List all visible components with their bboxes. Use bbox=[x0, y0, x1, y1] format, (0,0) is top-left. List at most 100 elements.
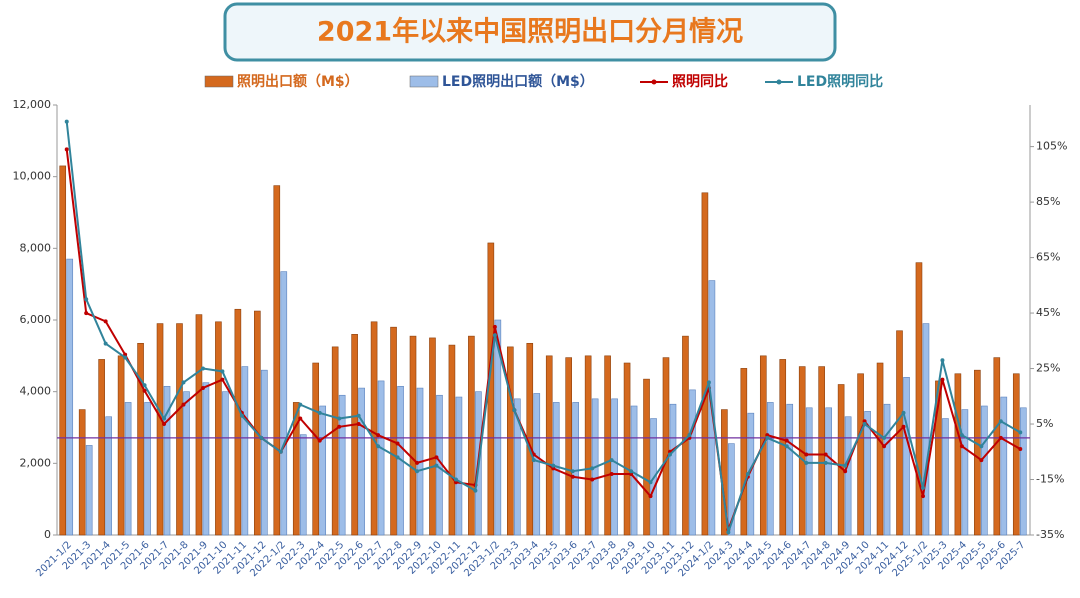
bar bbox=[623, 362, 631, 536]
line-marker bbox=[415, 469, 420, 474]
bar bbox=[662, 357, 670, 536]
bar bbox=[494, 319, 502, 536]
line-marker bbox=[453, 480, 458, 485]
line-marker bbox=[590, 477, 595, 482]
bar bbox=[507, 346, 514, 536]
bar bbox=[844, 416, 852, 536]
line-marker bbox=[609, 471, 614, 476]
line-marker bbox=[415, 460, 420, 465]
line-marker bbox=[376, 433, 381, 438]
line-marker bbox=[278, 449, 283, 454]
line-marker bbox=[629, 469, 634, 474]
bar bbox=[942, 418, 949, 536]
bar bbox=[176, 323, 183, 536]
line-marker bbox=[103, 319, 108, 324]
line-marker bbox=[784, 444, 789, 449]
bar bbox=[319, 405, 327, 536]
bar bbox=[876, 362, 884, 536]
bar bbox=[195, 314, 203, 536]
legend-swatch bbox=[651, 79, 657, 85]
bar bbox=[1000, 396, 1008, 536]
line-marker bbox=[395, 455, 400, 460]
bar bbox=[331, 346, 339, 536]
line-marker bbox=[64, 119, 69, 124]
line-marker bbox=[629, 471, 634, 476]
y2-tick-label: 65% bbox=[1036, 251, 1060, 264]
line-marker bbox=[453, 477, 458, 482]
line-marker bbox=[570, 469, 575, 474]
line-marker bbox=[298, 402, 303, 407]
line-marker bbox=[843, 469, 848, 474]
line-marker bbox=[181, 380, 186, 385]
chart-title: 2021年以来中国照明出口分月情况 bbox=[317, 16, 743, 48]
line-marker bbox=[862, 422, 867, 427]
bar bbox=[85, 445, 93, 536]
line-marker bbox=[356, 422, 361, 427]
bar bbox=[455, 396, 463, 536]
line-marker bbox=[259, 435, 264, 440]
bar bbox=[292, 402, 300, 536]
legend-swatch bbox=[776, 79, 782, 85]
bar bbox=[961, 409, 969, 536]
line-marker bbox=[551, 463, 556, 468]
line-marker bbox=[648, 494, 653, 499]
y-tick-label: 6,000 bbox=[20, 313, 52, 326]
line-marker bbox=[220, 377, 225, 382]
line-marker bbox=[1018, 447, 1023, 451]
line-marker bbox=[745, 471, 750, 476]
bar bbox=[818, 366, 825, 536]
bar bbox=[604, 355, 611, 536]
legend-label: LED照明同比 bbox=[797, 73, 883, 90]
line-marker bbox=[317, 410, 322, 415]
bar bbox=[805, 407, 813, 536]
line-marker bbox=[823, 452, 828, 457]
line-marker bbox=[298, 416, 303, 421]
line-marker bbox=[998, 419, 1003, 424]
line-marker bbox=[337, 424, 342, 429]
line-marker bbox=[862, 419, 867, 424]
bar bbox=[825, 407, 832, 536]
bar bbox=[922, 323, 930, 536]
line-marker bbox=[687, 433, 692, 438]
line-marker bbox=[959, 444, 964, 449]
line-marker bbox=[142, 383, 147, 388]
line-marker bbox=[200, 385, 205, 390]
bar bbox=[59, 165, 67, 536]
bar bbox=[669, 403, 677, 536]
line-marker bbox=[804, 452, 809, 457]
bar bbox=[377, 380, 385, 536]
legend-swatch bbox=[409, 75, 439, 88]
bar bbox=[545, 355, 553, 536]
y2-tick-label: 45% bbox=[1036, 306, 1060, 319]
line-marker bbox=[570, 474, 575, 479]
y2-tick-label: 5% bbox=[1036, 417, 1053, 430]
bar bbox=[864, 411, 871, 536]
line-marker bbox=[492, 324, 497, 329]
line-marker bbox=[706, 380, 711, 385]
bar bbox=[468, 335, 475, 536]
line-marker bbox=[882, 444, 887, 449]
line-marker bbox=[434, 455, 439, 460]
line-marker bbox=[492, 333, 497, 338]
line-marker bbox=[200, 366, 205, 371]
bar bbox=[280, 271, 288, 536]
line-marker bbox=[356, 413, 361, 418]
line-marker bbox=[239, 413, 244, 418]
y2-tick-label: -35% bbox=[1036, 528, 1064, 541]
line-marker bbox=[648, 480, 653, 485]
bar bbox=[117, 355, 125, 536]
line-marker bbox=[123, 355, 128, 360]
line-marker bbox=[765, 435, 770, 440]
line-marker bbox=[959, 433, 964, 438]
line-marker bbox=[590, 466, 595, 471]
y-tick-label: 10,000 bbox=[13, 170, 52, 183]
line-marker bbox=[531, 458, 536, 463]
line-marker bbox=[162, 416, 167, 421]
bar bbox=[144, 402, 151, 536]
line-marker bbox=[726, 530, 731, 535]
line-marker bbox=[84, 311, 89, 316]
bar bbox=[66, 258, 74, 536]
line-marker bbox=[103, 341, 108, 346]
line-marker bbox=[395, 441, 400, 446]
